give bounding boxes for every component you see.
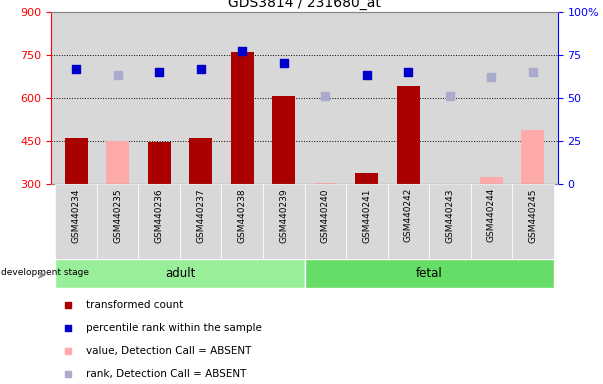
- Text: GSM440234: GSM440234: [72, 188, 81, 243]
- Text: GSM440244: GSM440244: [487, 188, 496, 242]
- Point: [238, 48, 247, 55]
- Text: GSM440245: GSM440245: [528, 188, 537, 243]
- Bar: [231, 52, 254, 184]
- Text: GSM440241: GSM440241: [362, 188, 371, 243]
- Text: GSM440239: GSM440239: [279, 188, 288, 243]
- Point: [528, 69, 538, 75]
- Point: [196, 65, 206, 71]
- Bar: [305, 259, 554, 288]
- Point: [445, 93, 455, 99]
- Text: GSM440235: GSM440235: [113, 188, 122, 243]
- Point: [320, 93, 330, 99]
- Text: GSM440238: GSM440238: [238, 188, 247, 243]
- Text: adult: adult: [165, 267, 195, 280]
- Bar: [522, 130, 545, 184]
- Title: GDS3814 / 231680_at: GDS3814 / 231680_at: [228, 0, 381, 10]
- Text: rank, Detection Call = ABSENT: rank, Detection Call = ABSENT: [86, 369, 247, 379]
- Text: percentile rank within the sample: percentile rank within the sample: [86, 323, 262, 333]
- Bar: [139, 184, 180, 259]
- Bar: [397, 86, 420, 184]
- Bar: [388, 184, 429, 259]
- Point: [154, 69, 164, 75]
- Point: [487, 74, 496, 80]
- Text: value, Detection Call = ABSENT: value, Detection Call = ABSENT: [86, 346, 251, 356]
- Point: [63, 302, 73, 308]
- Text: GSM440240: GSM440240: [321, 188, 330, 243]
- Point: [63, 348, 73, 354]
- Bar: [305, 184, 346, 259]
- Bar: [512, 184, 554, 259]
- Text: fetal: fetal: [415, 267, 443, 280]
- Bar: [55, 259, 305, 288]
- Bar: [106, 141, 129, 184]
- Bar: [346, 184, 388, 259]
- Bar: [148, 142, 171, 184]
- Text: GSM440243: GSM440243: [446, 188, 454, 243]
- Bar: [355, 173, 378, 184]
- Point: [279, 60, 289, 66]
- Text: GSM440237: GSM440237: [196, 188, 205, 243]
- Text: transformed count: transformed count: [86, 300, 183, 310]
- Bar: [273, 96, 295, 184]
- Point: [63, 325, 73, 331]
- Bar: [470, 184, 512, 259]
- Bar: [55, 184, 97, 259]
- Text: GSM440242: GSM440242: [404, 188, 413, 242]
- Bar: [221, 184, 263, 259]
- Bar: [429, 184, 470, 259]
- Bar: [314, 183, 336, 184]
- Bar: [480, 177, 503, 184]
- Text: GSM440236: GSM440236: [155, 188, 163, 243]
- Point: [71, 65, 81, 71]
- Bar: [263, 184, 305, 259]
- Point: [113, 73, 122, 79]
- Bar: [65, 138, 87, 184]
- Text: development stage: development stage: [1, 268, 89, 276]
- Point: [362, 73, 371, 79]
- Bar: [189, 138, 212, 184]
- Point: [63, 371, 73, 377]
- Bar: [97, 184, 139, 259]
- Bar: [180, 184, 221, 259]
- Point: [403, 69, 413, 75]
